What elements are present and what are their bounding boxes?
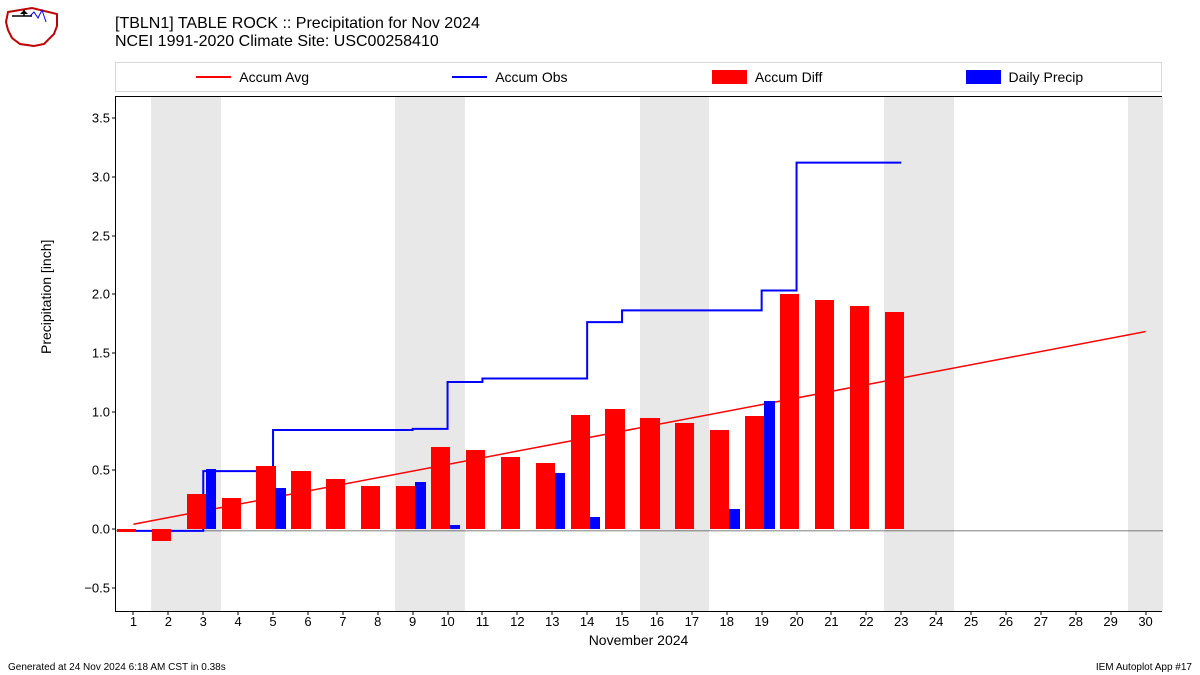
bar: [710, 430, 729, 529]
bar: [222, 498, 241, 528]
legend-item-accum-obs: Accum Obs: [381, 69, 638, 85]
x-tick-label: 15: [615, 614, 629, 629]
iem-logo: [2, 2, 62, 50]
x-tick-label: 8: [374, 614, 381, 629]
legend-item-accum-avg: Accum Avg: [124, 69, 381, 85]
legend-label: Accum Diff: [755, 69, 822, 85]
bar: [396, 486, 415, 529]
legend-swatch: [196, 76, 231, 78]
x-tick-label: 17: [685, 614, 699, 629]
x-tick-label: 29: [1103, 614, 1117, 629]
bar: [885, 312, 904, 529]
y-tick-label: 0.0: [80, 521, 110, 536]
title-line-1: [TBLN1] TABLE ROCK :: Precipitation for …: [115, 15, 480, 33]
legend-label: Accum Avg: [239, 69, 309, 85]
y-tick-label: 0.5: [80, 463, 110, 478]
x-tick-label: 28: [1069, 614, 1083, 629]
x-tick-label: 22: [859, 614, 873, 629]
legend-label: Accum Obs: [495, 69, 567, 85]
bar: [450, 525, 460, 529]
plot-area: 1234567891011121314151617181920212223242…: [115, 96, 1162, 612]
bar: [275, 488, 285, 529]
legend-item-daily-precip: Daily Precip: [896, 69, 1153, 85]
bar: [117, 529, 136, 533]
legend-item-accum-diff: Accum Diff: [639, 69, 896, 85]
x-tick-label: 10: [440, 614, 454, 629]
x-tick-label: 6: [304, 614, 311, 629]
x-tick-label: 1: [130, 614, 137, 629]
bar: [745, 416, 764, 529]
bar: [536, 463, 555, 529]
bar: [729, 509, 739, 529]
bar: [291, 471, 310, 528]
x-tick-label: 30: [1138, 614, 1152, 629]
x-tick-label: 13: [545, 614, 559, 629]
x-tick-label: 5: [269, 614, 276, 629]
legend-swatch: [712, 70, 747, 84]
x-axis-label: November 2024: [115, 632, 1162, 657]
y-tick-label: 3.5: [80, 111, 110, 126]
x-tick-label: 26: [999, 614, 1013, 629]
x-tick-label: 16: [650, 614, 664, 629]
bar: [764, 401, 774, 529]
bar: [501, 457, 520, 529]
bar: [187, 494, 206, 529]
bar: [850, 306, 869, 529]
bar: [466, 450, 485, 529]
y-tick-label: 1.0: [80, 404, 110, 419]
bar: [361, 486, 380, 529]
bar: [605, 409, 624, 529]
x-tick-label: 21: [824, 614, 838, 629]
y-tick-label: 2.0: [80, 287, 110, 302]
legend: Accum Avg Accum Obs Accum Diff Daily Precip: [115, 62, 1162, 92]
legend-swatch: [966, 70, 1001, 84]
footer-right: IEM Autoplot App #17: [1096, 662, 1192, 673]
x-tick-label: 7: [339, 614, 346, 629]
bar: [256, 466, 275, 529]
y-tick-label: 1.5: [80, 346, 110, 361]
y-tick-label: −0.5: [80, 580, 110, 595]
bar: [640, 418, 659, 529]
chart-title: [TBLN1] TABLE ROCK :: Precipitation for …: [115, 15, 480, 51]
bar: [555, 473, 565, 529]
x-tick-label: 9: [409, 614, 416, 629]
bar: [326, 479, 345, 529]
x-tick-label: 3: [200, 614, 207, 629]
y-axis-label: Precipitation [inch]: [38, 240, 54, 354]
legend-swatch: [452, 76, 487, 78]
x-tick-label: 2: [165, 614, 172, 629]
bar: [590, 517, 600, 529]
bar: [415, 482, 425, 529]
x-tick-label: 11: [476, 614, 490, 629]
bar: [780, 294, 799, 529]
bar: [206, 469, 216, 529]
y-tick-label: 2.5: [80, 228, 110, 243]
title-line-2: NCEI 1991-2020 Climate Site: USC00258410: [115, 33, 480, 51]
x-tick-label: 24: [929, 614, 943, 629]
x-tick-label: 25: [964, 614, 978, 629]
x-tick-label: 18: [720, 614, 734, 629]
y-tick-label: 3.0: [80, 170, 110, 185]
bar: [815, 300, 834, 529]
x-tick-label: 14: [580, 614, 594, 629]
x-tick-label: 20: [789, 614, 803, 629]
x-tick-label: 4: [235, 614, 242, 629]
footer-left: Generated at 24 Nov 2024 6:18 AM CST in …: [8, 662, 226, 673]
x-tick-label: 19: [754, 614, 768, 629]
bar: [431, 447, 450, 529]
bar: [571, 415, 590, 529]
x-tick-label: 23: [894, 614, 908, 629]
legend-label: Daily Precip: [1009, 69, 1084, 85]
x-tick-label: 12: [510, 614, 524, 629]
bar: [152, 529, 171, 541]
bar: [675, 423, 694, 529]
x-tick-label: 27: [1034, 614, 1048, 629]
